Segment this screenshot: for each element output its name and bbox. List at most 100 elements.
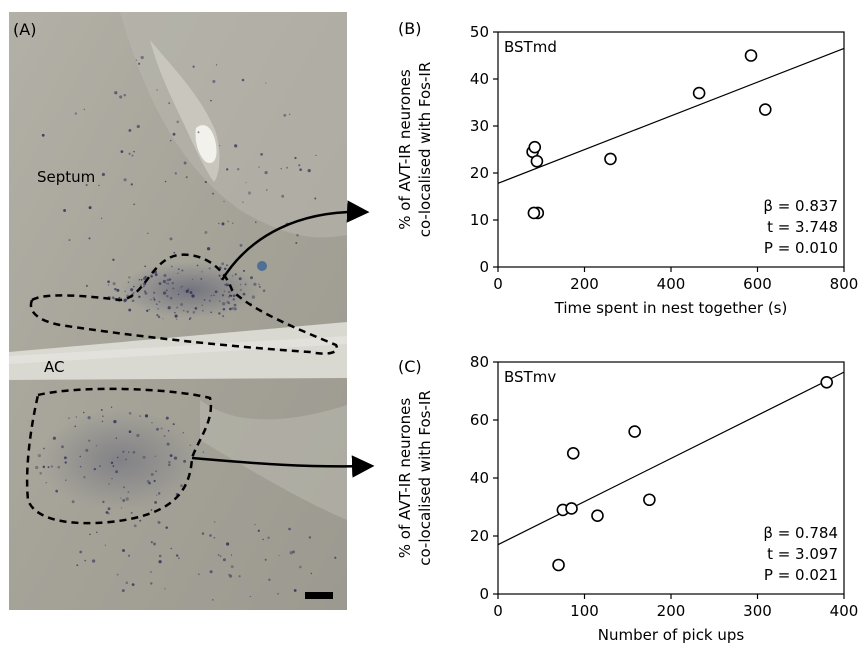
- stained-cell: [201, 309, 204, 312]
- stained-cell: [130, 183, 133, 186]
- stained-cell: [123, 486, 126, 489]
- data-point: [692, 86, 706, 100]
- stained-cell: [222, 315, 225, 318]
- stained-cell: [57, 465, 61, 469]
- stained-cell: [183, 310, 185, 312]
- stained-cell: [198, 573, 200, 575]
- stained-cell: [182, 432, 184, 434]
- stained-cell: [244, 283, 247, 286]
- regression-line: [497, 371, 845, 546]
- stained-cell: [160, 427, 163, 430]
- stained-cell: [82, 411, 85, 414]
- stained-cell: [127, 491, 130, 493]
- stained-cell: [124, 290, 126, 293]
- ac-label: AC: [44, 358, 64, 376]
- stained-cell: [206, 247, 211, 251]
- stained-cell: [315, 154, 317, 156]
- stained-cell: [158, 300, 161, 303]
- stained-cell: [144, 414, 149, 418]
- stained-cell: [166, 278, 170, 282]
- stained-cell: [171, 281, 174, 285]
- stained-cell: [93, 467, 97, 471]
- stained-cell: [191, 278, 194, 281]
- stained-cell: [153, 542, 156, 546]
- stained-cell: [136, 124, 140, 129]
- stained-cell: [170, 265, 173, 268]
- stained-cell: [85, 284, 88, 287]
- stained-cell: [203, 299, 206, 301]
- stained-cell: [64, 461, 67, 464]
- stained-cell: [164, 180, 167, 183]
- stained-cell: [119, 95, 123, 99]
- stained-cell: [229, 294, 231, 297]
- y-axis-label-line2: co-localised with Fos-IR: [416, 390, 434, 566]
- stained-cell: [226, 300, 230, 304]
- stained-cell: [174, 172, 177, 175]
- stained-cell: [91, 559, 96, 563]
- stained-cell: [157, 315, 161, 319]
- stained-cell: [221, 294, 225, 297]
- stained-cell: [192, 65, 195, 68]
- stained-cell: [153, 479, 156, 483]
- stained-cell: [128, 276, 131, 279]
- stained-cell: [157, 308, 159, 310]
- stained-cell: [181, 285, 184, 288]
- commissure-fibres: [8, 336, 348, 364]
- stained-cell: [144, 290, 147, 293]
- stained-cell: [107, 284, 110, 286]
- y-tick-label: 50: [470, 23, 489, 41]
- stained-cell: [204, 231, 208, 234]
- stained-cell: [122, 499, 126, 502]
- stained-cell: [107, 280, 110, 284]
- stained-cell: [125, 458, 127, 461]
- stained-cell: [42, 465, 46, 469]
- stained-cell: [208, 267, 211, 270]
- stained-cell: [113, 297, 116, 300]
- stained-cell: [242, 292, 246, 296]
- stained-cell: [208, 299, 211, 302]
- stained-cell: [168, 278, 172, 281]
- stained-cell: [112, 258, 115, 262]
- stained-cell: [165, 289, 168, 292]
- stained-cell: [156, 494, 158, 496]
- stained-cell: [132, 450, 136, 454]
- stained-cell: [225, 542, 230, 546]
- stained-cell: [83, 475, 86, 479]
- stained-cell: [139, 415, 141, 417]
- stained-cell: [191, 294, 194, 296]
- stained-cell: [111, 296, 115, 299]
- stained-cell: [189, 291, 193, 294]
- stained-cell: [151, 422, 153, 424]
- stained-cell: [239, 288, 242, 292]
- stained-cell: [183, 161, 187, 165]
- stained-cell: [222, 558, 226, 562]
- stained-cell: [108, 483, 110, 485]
- stained-cell: [185, 176, 188, 179]
- stained-cell: [37, 453, 42, 458]
- stained-cell: [123, 178, 127, 182]
- stained-cell: [186, 310, 189, 313]
- stained-cell: [101, 420, 104, 423]
- stained-cell: [310, 572, 313, 575]
- fibre-tract: [200, 400, 347, 520]
- stained-cell: [98, 184, 100, 187]
- stained-cell: [225, 283, 229, 287]
- stained-cell: [149, 570, 153, 574]
- stained-cell: [266, 189, 268, 191]
- stained-cell: [131, 583, 135, 586]
- stained-cell: [204, 181, 207, 184]
- region-label: BSTmv: [504, 368, 556, 386]
- regression-line: [497, 47, 845, 184]
- stained-cell: [194, 307, 198, 310]
- stained-cell: [45, 481, 48, 484]
- stained-cell: [142, 285, 145, 288]
- stained-cell: [264, 170, 268, 175]
- stained-cell: [192, 311, 196, 314]
- stained-cell: [197, 131, 200, 134]
- stained-cell: [183, 459, 187, 463]
- stained-cell: [88, 206, 92, 210]
- data-point: [628, 425, 641, 438]
- stained-cell: [168, 102, 171, 105]
- stained-cell: [253, 282, 257, 286]
